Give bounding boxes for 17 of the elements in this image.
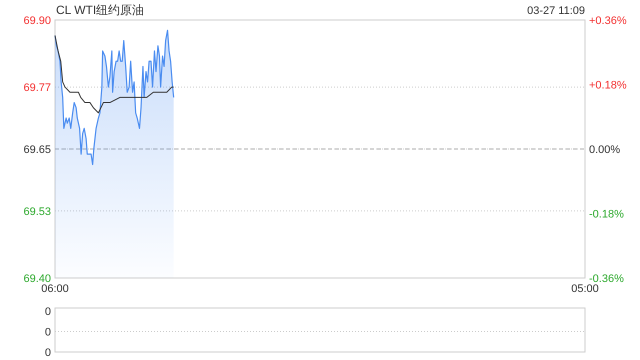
y-tick-label: 69.90: [23, 14, 51, 27]
text: 0: [44, 346, 51, 359]
y2-tick-label: -0.18%: [589, 208, 624, 220]
y2-tick-label: +0.36%: [589, 14, 627, 27]
y-tick-label: 69.40: [23, 272, 51, 285]
y2-tick-label: +0.18%: [589, 79, 627, 92]
y2-tick-label: 0.00%: [589, 144, 620, 156]
y-tick-label: 69.53: [23, 206, 51, 218]
y-tick-label: 69.77: [23, 82, 51, 94]
text: 03-27 11:09: [527, 5, 585, 17]
x-tick-label: 06:00: [41, 283, 69, 295]
y-tick-label: 69.65: [23, 144, 51, 156]
chart-title: CL WTI纽约原油: [56, 3, 144, 17]
y2-tick-label: -0.36%: [589, 272, 624, 285]
text: 0: [44, 326, 51, 338]
x-tick-label: 05:00: [571, 283, 599, 295]
text: 0: [44, 306, 51, 318]
